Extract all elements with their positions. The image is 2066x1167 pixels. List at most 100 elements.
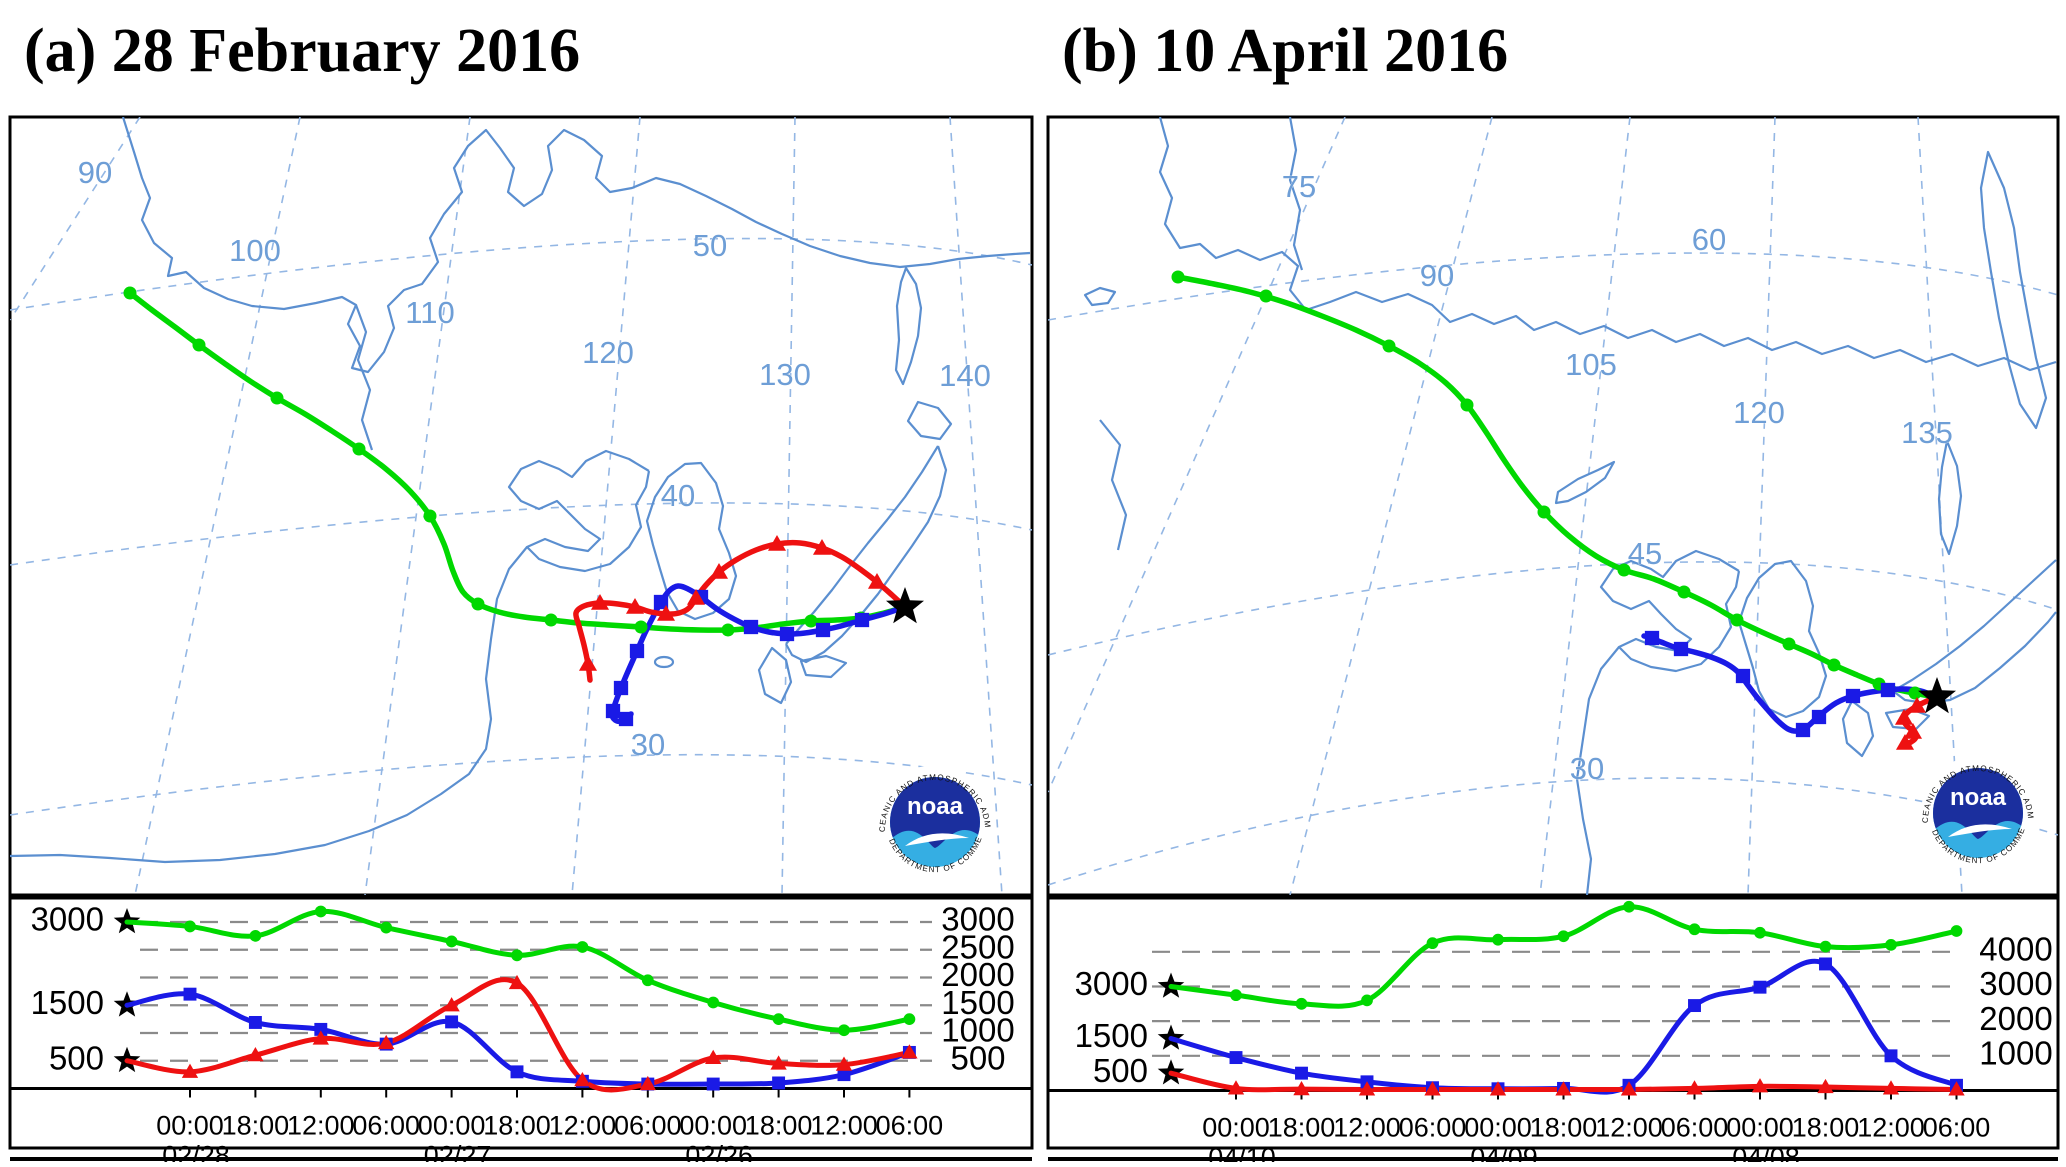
marker-dot-icon [445,935,458,948]
right-axis-label: 2000 [941,956,1014,993]
source-star-icon [1918,677,1956,714]
marker-dot-icon [1819,940,1832,953]
graticule-label: 130 [759,357,811,392]
marker-dot-icon [641,974,654,987]
marker-square-icon [772,1076,786,1090]
coastline [1554,460,1616,505]
x-tick-label: 18:00 [1268,1113,1336,1143]
marker-square-icon [248,1015,262,1029]
marker-dot-icon [838,1024,850,1037]
graticule-label: 140 [939,358,991,393]
coastline [906,400,953,441]
marker-square-icon [815,622,831,638]
graticule-line [1289,117,1493,895]
marker-dot-icon [1492,933,1504,946]
marker-dot-icon [1617,563,1631,577]
coastline [1979,150,2048,430]
left-axis-label: 500 [49,1039,104,1076]
marker-square-icon [605,703,621,719]
right-axis-label: 2000 [1979,1000,2052,1037]
coastline [1083,286,1117,307]
marker-square-icon [1880,682,1896,698]
chart-frame [8,896,1034,1150]
left-axis-label: 3000 [1075,965,1148,1002]
marker-square-icon [1229,1051,1243,1065]
marker-dot-icon [1623,900,1635,913]
marker-triangle-icon [867,572,887,589]
graticule-label: 135 [1901,415,1953,450]
left-axis-label: 1500 [1075,1017,1148,1054]
marker-dot-icon [576,941,589,953]
x-tick-label: 12:00 [549,1111,617,1141]
graticule-label: 50 [693,228,727,263]
map-panel-a: 90100110120130140504030noaaNATIONAL OCEA… [8,115,1034,897]
marker-triangle-icon [1895,733,1915,750]
marker-dot-icon [314,905,327,918]
graticule-line [10,753,1032,816]
marker-triangle-icon [508,974,526,990]
map-frame [8,115,1034,897]
marker-dot-icon [707,996,720,1009]
noaa-wordmark: noaa [907,793,964,820]
marker-dot-icon [1782,637,1796,651]
marker-dot-icon [1382,339,1396,353]
marker-dot-icon [1688,923,1701,936]
map-panel-b: 7590105120135604530noaaNATIONAL OCEANIC … [1046,115,2060,897]
trajectory-1500m [1641,633,1940,734]
x-tick-label: 12:00 [1595,1113,1663,1143]
right-axis-label: 1500 [941,984,1014,1021]
graticule-line [781,117,796,895]
marker-triangle-icon [709,562,729,579]
graticule-label: 90 [78,155,112,190]
graticule-label: 90 [1420,258,1454,293]
graticule-label: 100 [229,233,281,268]
marker-triangle-icon [1686,1080,1703,1095]
marker-dot-icon [192,338,206,352]
graticule-label: 30 [1570,751,1604,786]
marker-square-icon [314,1022,328,1036]
coastline [1158,117,2057,372]
right-axis-label: 1000 [941,1012,1014,1049]
marker-dot-icon [544,613,558,627]
height-chart-panel-b: 00:0018:0012:0006:0000:0018:0012:0006:00… [1046,896,2060,1167]
left-axis-label: 3000 [31,901,104,938]
graticule-line [1048,117,1346,793]
coastline [1841,699,1875,758]
graticule-line [364,117,471,895]
marker-triangle-icon [1489,1081,1507,1096]
x-tick-label: 00:00 [156,1111,224,1141]
marker-triangle-icon [1751,1078,1769,1093]
graticule-label: 75 [1282,169,1316,204]
marker-dot-icon [634,620,648,634]
marker-dot-icon [1908,686,1922,700]
marker-triangle-icon [1817,1078,1834,1094]
graticule-label: 30 [631,727,665,762]
coastline [1288,117,1304,271]
coastline [645,461,738,621]
right-axis-label: 500 [950,1039,1005,1076]
marker-triangle-icon [1555,1081,1572,1096]
marker-triangle-icon [1620,1081,1638,1096]
marker-dot-icon [903,1013,916,1026]
panel-a-title: (a) 28 February 2016 [24,17,581,85]
marker-dot-icon [1171,270,1185,284]
marker-dot-icon [1885,938,1897,951]
coastline [653,655,675,669]
x-tick-label: 06:00 [352,1111,420,1141]
x-tick-label: 18:00 [222,1111,290,1141]
marker-triangle-icon [378,1034,395,1050]
marker-triangle-icon [705,1049,722,1065]
x-tick-label: 18:00 [1530,1113,1598,1143]
coastline [10,546,528,864]
marker-square-icon [1644,630,1660,646]
coastline [1575,646,1620,895]
marker-triangle-icon [656,604,676,621]
marker-triangle-icon [1903,722,1923,739]
coastline [894,266,923,386]
graticule-line [949,117,1003,895]
right-axis-label: 2500 [941,928,1014,965]
marker-square-icon [854,612,870,628]
graticule-label: 40 [661,478,695,513]
